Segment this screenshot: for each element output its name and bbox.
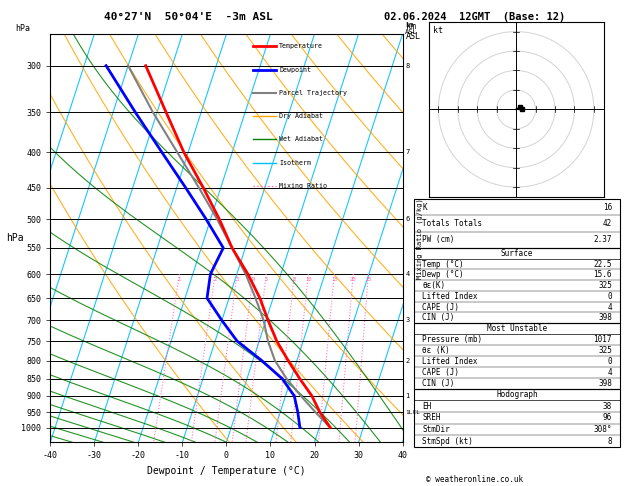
Text: 8: 8 (292, 277, 296, 282)
Text: StmSpd (kt): StmSpd (kt) (422, 437, 473, 446)
Text: hPa: hPa (6, 233, 24, 243)
Text: 6: 6 (405, 216, 409, 222)
Text: 398: 398 (598, 313, 612, 322)
Text: 7: 7 (405, 149, 409, 155)
Text: Lifted Index: Lifted Index (422, 357, 477, 366)
Text: Mixing Ratio (g/kg): Mixing Ratio (g/kg) (416, 198, 423, 278)
Text: Pressure (mb): Pressure (mb) (422, 335, 482, 344)
Text: 10: 10 (305, 277, 311, 282)
Text: 5: 5 (265, 277, 268, 282)
Text: 1: 1 (178, 277, 181, 282)
Text: km
ASL: km ASL (405, 22, 418, 35)
Text: km: km (406, 22, 416, 31)
Text: 308°: 308° (593, 425, 612, 434)
Text: θε (K): θε (K) (422, 346, 450, 355)
Text: Dry Adiabat: Dry Adiabat (279, 113, 323, 119)
Text: SREH: SREH (422, 414, 441, 422)
Text: 4: 4 (608, 303, 612, 312)
Text: Dewpoint: Dewpoint (279, 67, 311, 72)
Text: 4: 4 (608, 368, 612, 377)
Text: PW (cm): PW (cm) (422, 235, 455, 244)
Text: 2: 2 (213, 277, 216, 282)
Text: ASL: ASL (406, 32, 421, 41)
Text: CIN (J): CIN (J) (422, 313, 455, 322)
Text: Lifted Index: Lifted Index (422, 292, 477, 301)
Text: 8: 8 (608, 437, 612, 446)
Text: 2.37: 2.37 (593, 235, 612, 244)
Text: EH: EH (422, 402, 431, 411)
Text: Surface: Surface (501, 249, 533, 258)
Text: Temp (°C): Temp (°C) (422, 260, 464, 268)
Text: 22.5: 22.5 (593, 260, 612, 268)
Text: 96: 96 (603, 414, 612, 422)
Text: 8: 8 (405, 63, 409, 69)
Text: 42: 42 (603, 219, 612, 228)
Text: kt: kt (433, 26, 443, 35)
Text: CAPE (J): CAPE (J) (422, 368, 459, 377)
Text: θε(K): θε(K) (422, 281, 445, 290)
Text: StmDir: StmDir (422, 425, 450, 434)
X-axis label: Dewpoint / Temperature (°C): Dewpoint / Temperature (°C) (147, 466, 306, 476)
Text: 3: 3 (235, 277, 238, 282)
Text: 20: 20 (350, 277, 357, 282)
Text: K: K (422, 203, 426, 212)
Text: 0: 0 (608, 292, 612, 301)
Text: Dewp (°C): Dewp (°C) (422, 270, 464, 279)
Text: Hodograph: Hodograph (496, 390, 538, 399)
Text: 1017: 1017 (593, 335, 612, 344)
Text: 1: 1 (405, 393, 409, 399)
Text: 4: 4 (405, 271, 409, 277)
Text: 40°27'N  50°04'E  -3m ASL: 40°27'N 50°04'E -3m ASL (104, 12, 273, 22)
Text: 25: 25 (365, 277, 372, 282)
Text: 3: 3 (405, 317, 409, 323)
Text: Most Unstable: Most Unstable (487, 324, 547, 333)
Text: 16: 16 (603, 203, 612, 212)
Text: CIN (J): CIN (J) (422, 379, 455, 388)
Text: Mixing Ratio: Mixing Ratio (279, 183, 327, 189)
Text: 325: 325 (598, 346, 612, 355)
Text: Isotherm: Isotherm (279, 159, 311, 166)
Text: 325: 325 (598, 281, 612, 290)
Text: Parcel Trajectory: Parcel Trajectory (279, 90, 347, 96)
Text: 398: 398 (598, 379, 612, 388)
Text: Temperature: Temperature (279, 43, 323, 49)
Text: 02.06.2024  12GMT  (Base: 12): 02.06.2024 12GMT (Base: 12) (384, 12, 565, 22)
Text: 15.6: 15.6 (593, 270, 612, 279)
Text: 2: 2 (405, 358, 409, 364)
Text: Wet Adiabat: Wet Adiabat (279, 137, 323, 142)
Text: © weatheronline.co.uk: © weatheronline.co.uk (426, 474, 523, 484)
Text: 15: 15 (331, 277, 338, 282)
Text: 1LCL: 1LCL (405, 410, 420, 415)
Text: 4: 4 (252, 277, 255, 282)
Text: hPa: hPa (16, 24, 31, 34)
Text: 0: 0 (608, 357, 612, 366)
Text: CAPE (J): CAPE (J) (422, 303, 459, 312)
Text: Totals Totals: Totals Totals (422, 219, 482, 228)
Text: 38: 38 (603, 402, 612, 411)
